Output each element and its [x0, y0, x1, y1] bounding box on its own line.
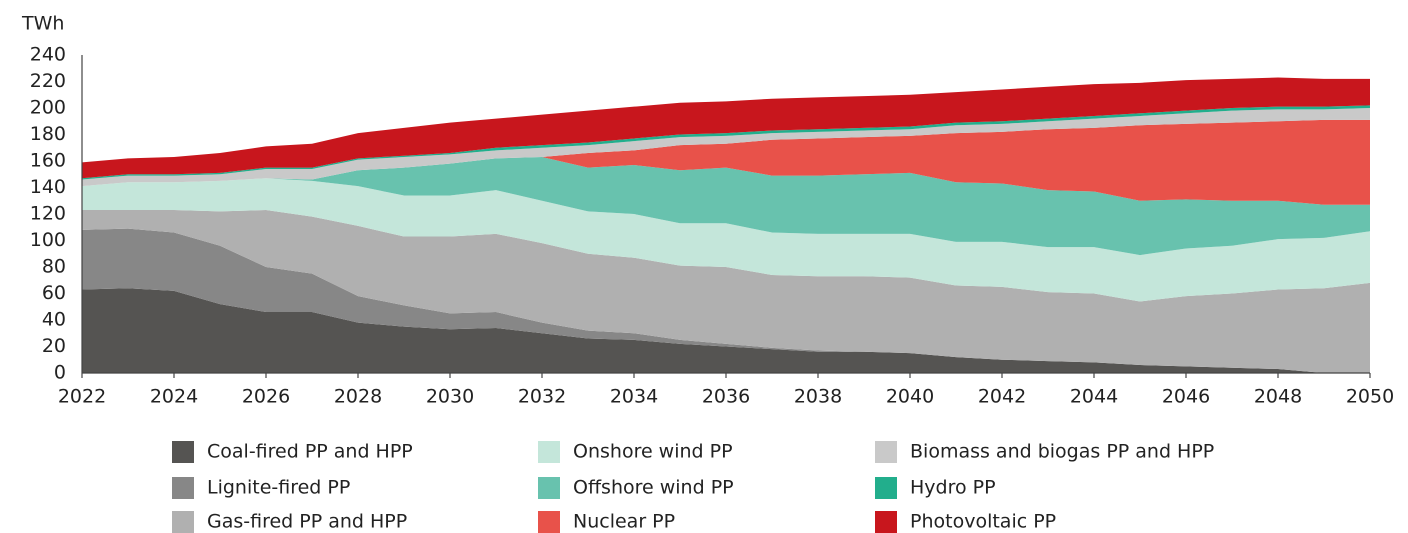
x-tick-label: 2026 [242, 386, 290, 408]
legend-swatch [875, 477, 897, 499]
area [82, 119, 1370, 205]
legend-label: Biomass and biogas PP and HPP [910, 441, 1214, 463]
y-tick-label: 20 [42, 335, 66, 357]
x-tick-label: 2038 [794, 386, 842, 408]
x-tick-label: 2042 [978, 386, 1026, 408]
x-tick-label: 2022 [58, 386, 106, 408]
y-tick-label: 180 [30, 123, 66, 145]
x-tick-label: 2050 [1346, 386, 1394, 408]
legend-swatch [875, 511, 897, 533]
x-tick-label: 2028 [334, 386, 382, 408]
x-tick-label: 2044 [1070, 386, 1118, 408]
y-tick-label: 80 [42, 256, 66, 278]
legend-swatch [172, 441, 194, 463]
x-tick-label: 2030 [426, 386, 474, 408]
x-tick-label: 2046 [1162, 386, 1210, 408]
legend-label: Nuclear PP [573, 511, 675, 533]
area [82, 77, 1370, 179]
y-tick-label: 0 [54, 362, 66, 384]
area [82, 210, 1370, 373]
legend-label: Gas-fired PP and HPP [207, 511, 407, 533]
legend-swatch [875, 441, 897, 463]
area [82, 228, 1370, 373]
legend-label: Lignite-fired PP [207, 477, 350, 499]
area [82, 108, 1370, 187]
legend-swatch [172, 511, 194, 533]
legend-swatch [172, 477, 194, 499]
y-tick-label: 100 [30, 229, 66, 251]
y-tick-label: 140 [30, 176, 66, 198]
y-tick-label: 240 [30, 44, 66, 66]
legend-label: Onshore wind PP [573, 441, 733, 463]
y-axis-label: TWh [21, 13, 64, 35]
legend-label: Hydro PP [910, 477, 996, 499]
y-tick-label: 60 [42, 282, 66, 304]
legend-label: Coal-fired PP and HPP [207, 441, 413, 463]
x-tick-label: 2036 [702, 386, 750, 408]
y-tick-label: 120 [30, 203, 66, 225]
area [82, 178, 1370, 302]
area [82, 288, 1370, 373]
y-tick-label: 160 [30, 150, 66, 172]
x-tick-label: 2032 [518, 386, 566, 408]
y-tick-label: 40 [42, 309, 66, 331]
legend-swatch [538, 441, 560, 463]
y-tick-label: 200 [30, 97, 66, 119]
legend-swatch [538, 511, 560, 533]
y-tick-label: 220 [30, 70, 66, 92]
legend-swatch [538, 477, 560, 499]
legend-label: Offshore wind PP [573, 477, 734, 499]
x-tick-label: 2048 [1254, 386, 1302, 408]
x-tick-label: 2034 [610, 386, 658, 408]
x-tick-label: 2040 [886, 386, 934, 408]
x-tick-label: 2024 [150, 386, 198, 408]
legend-label: Photovoltaic PP [910, 511, 1056, 533]
area [82, 157, 1370, 256]
